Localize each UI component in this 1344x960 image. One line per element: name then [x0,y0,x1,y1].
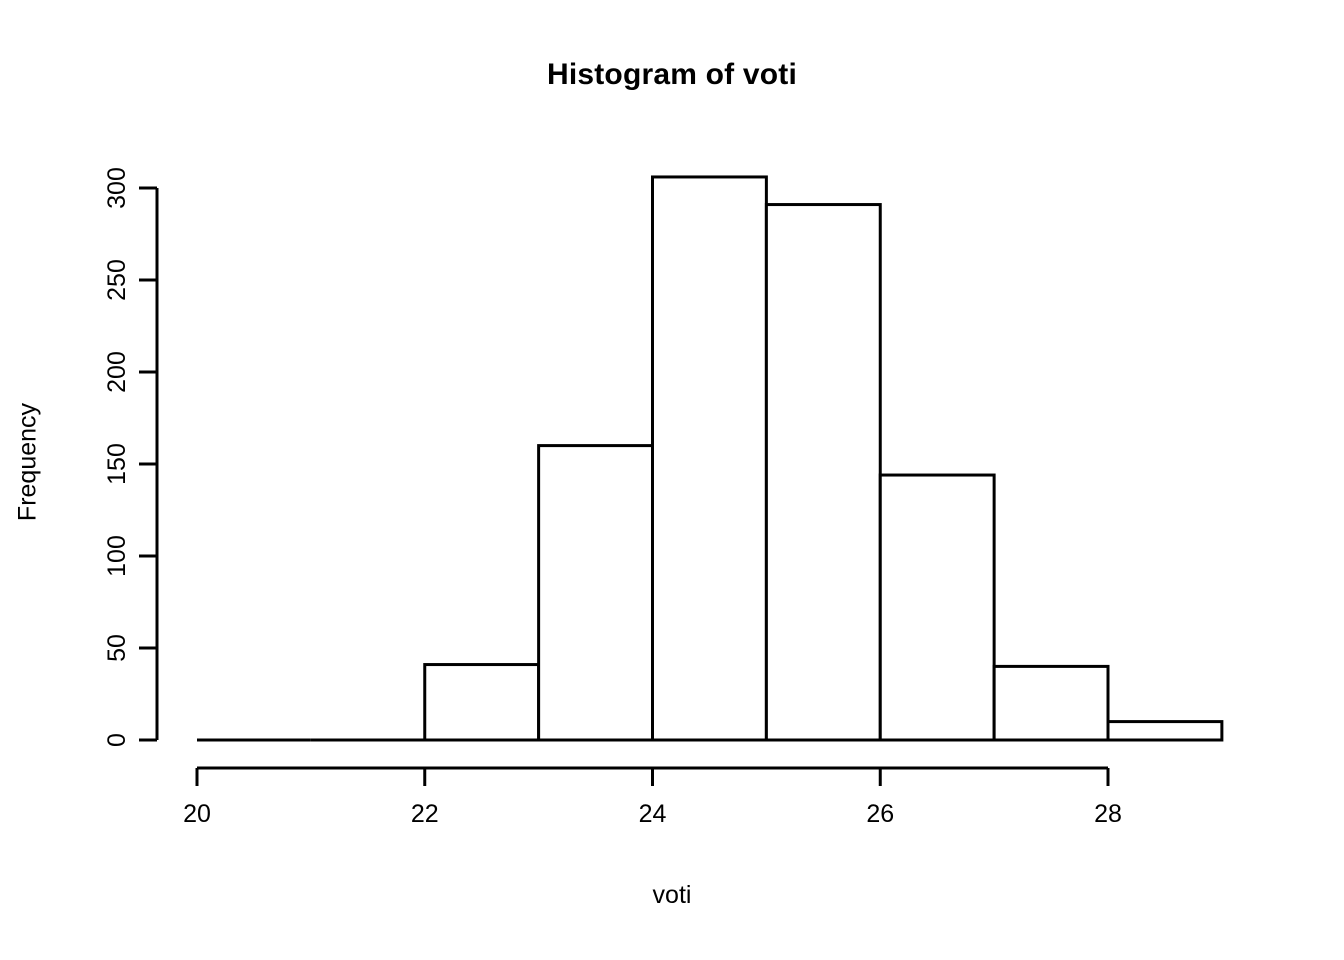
x-tick-label-26: 26 [866,800,894,828]
x-axis-title: voti [652,881,692,909]
y-tick-label-50: 50 [103,634,131,662]
bar-27-28 [992,664,1110,742]
x-tick-label-20: 20 [183,800,211,828]
page-title: Histogram of voti [546,58,798,91]
bar-22-23 [423,663,541,742]
x-axis: 20 22 24 26 28 [183,766,1122,828]
y-tick-label-100: 100 [103,535,131,577]
y-tick-label-150: 150 [103,443,131,485]
y-tick-label-0: 0 [103,733,131,747]
x-tick-label-24: 24 [639,800,667,828]
bar-24-25 [651,175,768,742]
y-tick-label-250: 250 [103,259,131,301]
x-tick-label-28: 28 [1094,800,1122,828]
x-tick-label-22: 22 [411,800,439,828]
y-axis: 0 50 100 150 200 250 300 [103,167,159,747]
bar-26-27 [878,473,996,742]
y-tick-label-300: 300 [103,167,131,209]
y-tick-label-200: 200 [103,351,131,393]
bar-23-24 [537,444,654,742]
bars-group [197,175,1224,742]
bar-28-29 [1106,720,1224,742]
bar-25-26 [764,203,882,742]
